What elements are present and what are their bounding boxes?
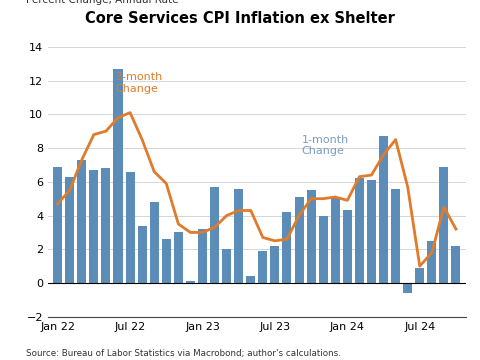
Bar	[427, 241, 436, 283]
Bar	[246, 276, 255, 283]
Bar	[186, 282, 195, 283]
Bar	[295, 197, 303, 283]
Bar	[282, 212, 291, 283]
Bar	[174, 233, 183, 283]
Bar	[65, 177, 74, 283]
Text: 1-month
Change: 1-month Change	[301, 135, 348, 156]
Bar	[222, 249, 231, 283]
Bar	[234, 189, 243, 283]
Text: Percent Change, Annual Rate: Percent Change, Annual Rate	[25, 0, 178, 5]
Bar	[379, 136, 388, 283]
Text: Core Services CPI Inflation ex Shelter: Core Services CPI Inflation ex Shelter	[85, 11, 395, 26]
Bar	[391, 189, 400, 283]
Bar	[210, 187, 219, 283]
Bar	[258, 251, 267, 283]
Bar	[403, 283, 412, 293]
Bar	[307, 190, 316, 283]
Bar	[77, 160, 86, 283]
Bar	[367, 180, 376, 283]
Bar	[53, 167, 62, 283]
Bar	[150, 202, 159, 283]
Text: 3-month
Change: 3-month Change	[116, 72, 163, 94]
Bar	[331, 197, 340, 283]
Bar	[198, 229, 207, 283]
Bar	[101, 168, 110, 283]
Bar	[343, 211, 352, 283]
Bar	[89, 170, 98, 283]
Bar	[113, 69, 122, 283]
Bar	[319, 216, 328, 283]
Bar	[451, 246, 460, 283]
Bar	[355, 179, 364, 283]
Bar	[439, 167, 448, 283]
Bar	[270, 246, 279, 283]
Text: Source: Bureau of Labor Statistics via Macrobond; author's calculations.: Source: Bureau of Labor Statistics via M…	[25, 349, 340, 358]
Bar	[162, 239, 171, 283]
Bar	[138, 226, 147, 283]
Bar	[126, 172, 134, 283]
Bar	[415, 268, 424, 283]
